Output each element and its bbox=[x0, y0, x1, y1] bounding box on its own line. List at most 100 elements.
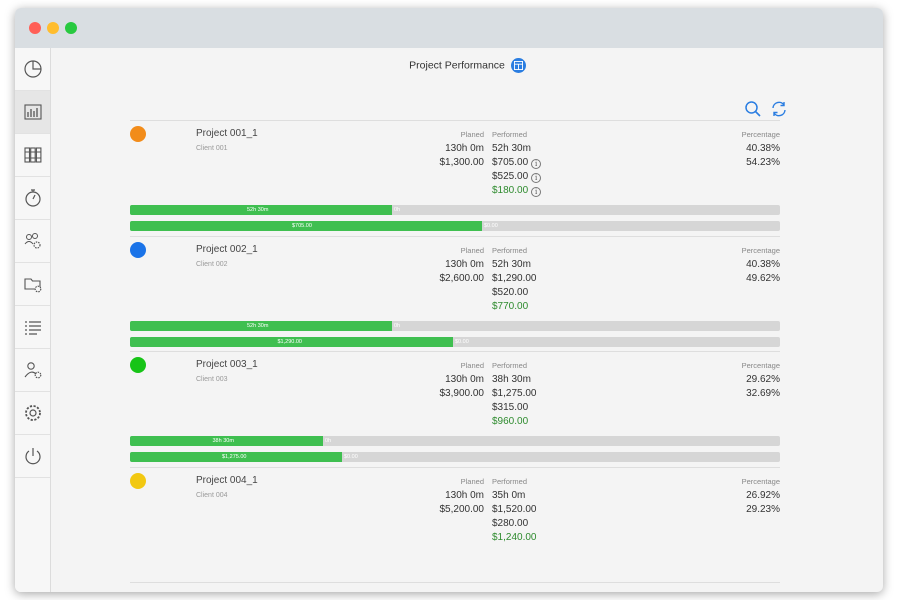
sidebar-item-users[interactable] bbox=[15, 349, 50, 392]
client-name: Client 001 bbox=[196, 145, 228, 152]
sidebar-item-projects[interactable] bbox=[15, 263, 50, 306]
progress-label: $1,290.00 bbox=[277, 338, 302, 345]
performed-extra: $280.00 bbox=[492, 517, 529, 529]
performed-label: Performed bbox=[492, 130, 528, 139]
percentage-cost: 54.23% bbox=[746, 157, 780, 168]
user-settings-icon bbox=[24, 362, 41, 379]
progress-rest-label: 0h bbox=[394, 207, 401, 213]
team-settings-icon bbox=[24, 233, 41, 249]
info-icon[interactable]: i bbox=[531, 187, 542, 197]
sidebar-item-tasks[interactable] bbox=[15, 306, 50, 349]
progress-fill bbox=[130, 452, 342, 462]
progress-fill bbox=[130, 336, 453, 347]
info-icon[interactable]: i bbox=[531, 159, 542, 169]
percentage-label: Percentage bbox=[741, 361, 780, 370]
sidebar-item-timer[interactable] bbox=[15, 177, 50, 220]
planed-time: 130h 0m bbox=[445, 143, 484, 154]
progress-label: 52h 30m bbox=[247, 207, 269, 213]
folder-settings-icon bbox=[23, 278, 41, 293]
performed-time: 38h 30m bbox=[492, 374, 531, 385]
project-name[interactable]: Project 001_1 bbox=[196, 128, 258, 139]
sidebar-item-dashboard[interactable] bbox=[15, 48, 50, 91]
app-window: Project Performance Project 001_1 Client … bbox=[15, 8, 883, 592]
performed-remaining: $1,240.00 bbox=[492, 531, 537, 543]
maximize-window-button[interactable] bbox=[65, 22, 77, 34]
power-icon bbox=[24, 448, 41, 465]
performed-extra: $525.00 bbox=[492, 171, 529, 182]
project-row[interactable]: Project 004_1 Client 004 Planed Performed Pe… bbox=[130, 468, 780, 583]
gear-icon bbox=[24, 405, 41, 421]
project-name[interactable]: Project 004_1 bbox=[196, 474, 258, 486]
cost-progress-bar: $705.00 $0.00 bbox=[130, 221, 780, 231]
percentage-values: 26.92% 29.23% bbox=[746, 489, 780, 517]
percentage-values: 29.62% 32.69% bbox=[746, 373, 780, 401]
planed-time: 130h 0m bbox=[445, 489, 484, 501]
page-title-text: Project Performance bbox=[409, 59, 505, 72]
progress-label: $705.00 bbox=[292, 223, 312, 229]
sidebar-item-settings[interactable] bbox=[15, 392, 50, 435]
refresh-icon[interactable] bbox=[770, 100, 788, 118]
performed-cost: $705.00 bbox=[492, 157, 529, 168]
performed-values: 38h 30m $1,275.00 $315.00 $960.00 bbox=[492, 373, 537, 429]
sidebar-item-logout[interactable] bbox=[15, 435, 50, 478]
planed-label: Planed bbox=[460, 361, 484, 370]
planed-values: 130h 0m $2,600.00 bbox=[440, 258, 485, 286]
performed-time: 52h 30m bbox=[492, 143, 531, 154]
performed-label: Performed bbox=[492, 245, 528, 255]
percentage-values: 40.38% 49.62% bbox=[746, 258, 780, 286]
percentage-time: 29.62% bbox=[746, 374, 780, 385]
performed-time: 52h 30m bbox=[492, 258, 531, 270]
performed-remaining: $960.00 bbox=[492, 416, 529, 427]
performed-cost: $1,275.00 bbox=[492, 388, 537, 399]
info-icon[interactable]: i bbox=[531, 173, 542, 183]
performed-extra: $520.00 bbox=[492, 286, 529, 298]
toolbar bbox=[744, 100, 788, 118]
page-title: Project Performance bbox=[52, 58, 883, 73]
bar-chart-icon bbox=[23, 104, 42, 120]
planed-label: Planed bbox=[460, 476, 484, 486]
time-progress-bar: 38h 30m 0h bbox=[130, 436, 780, 446]
percentage-label: Percentage bbox=[741, 476, 780, 486]
planed-values: 130h 0m $1,300.00 bbox=[440, 142, 485, 170]
percentage-label: Percentage bbox=[741, 130, 780, 139]
performed-remaining: $180.00 bbox=[492, 185, 529, 196]
progress-label: $1,275.00 bbox=[222, 454, 247, 460]
close-window-button[interactable] bbox=[29, 22, 41, 34]
percentage-time: 40.38% bbox=[746, 143, 780, 154]
percentage-label: Percentage bbox=[741, 245, 780, 255]
project-name[interactable]: Project 002_1 bbox=[196, 243, 258, 255]
progress-rest-label: 0h bbox=[325, 438, 332, 444]
percentage-cost: 49.62% bbox=[746, 272, 780, 284]
project-color-dot bbox=[130, 241, 146, 258]
percentage-time: 40.38% bbox=[746, 258, 780, 270]
performed-label: Performed bbox=[492, 476, 528, 486]
progress-rest-label: $0.00 bbox=[484, 223, 498, 229]
minimize-window-button[interactable] bbox=[47, 22, 59, 34]
time-progress-bar: 52h 30m 0h bbox=[130, 205, 780, 215]
project-row[interactable]: Project 002_1 Client 002 Planed Performed Pe… bbox=[130, 237, 780, 352]
main-content: Project Performance Project 001_1 Client … bbox=[52, 48, 883, 592]
cost-progress-bar: $1,275.00 $0.00 bbox=[130, 452, 780, 462]
sidebar-item-archive[interactable] bbox=[15, 134, 50, 177]
percentage-time: 26.92% bbox=[746, 489, 780, 501]
search-icon[interactable] bbox=[744, 100, 762, 118]
performed-cost: $1,520.00 bbox=[492, 503, 537, 515]
pie-chart-icon bbox=[23, 60, 42, 78]
project-color-dot bbox=[130, 126, 146, 142]
project-row[interactable]: Project 003_1 Client 003 Planed Performed Pe… bbox=[130, 352, 780, 468]
progress-fill bbox=[130, 205, 392, 215]
planed-time: 130h 0m bbox=[445, 374, 484, 385]
progress-rest-label: $0.00 bbox=[344, 454, 358, 460]
percentage-cost: 29.23% bbox=[746, 503, 780, 515]
client-name: Client 002 bbox=[196, 260, 228, 268]
planed-values: 130h 0m $5,200.00 bbox=[440, 489, 485, 517]
project-color-dot bbox=[130, 357, 146, 373]
sidebar-item-reports[interactable] bbox=[15, 91, 50, 134]
sidebar-item-teams[interactable] bbox=[15, 220, 50, 263]
planed-label: Planed bbox=[460, 130, 484, 139]
project-name[interactable]: Project 003_1 bbox=[196, 359, 258, 370]
progress-label: 52h 30m bbox=[247, 322, 269, 329]
project-row[interactable]: Project 001_1 Client 001 Planed Performed Pe… bbox=[130, 121, 780, 237]
window-badge-icon[interactable] bbox=[510, 58, 526, 73]
list-icon bbox=[24, 321, 41, 335]
